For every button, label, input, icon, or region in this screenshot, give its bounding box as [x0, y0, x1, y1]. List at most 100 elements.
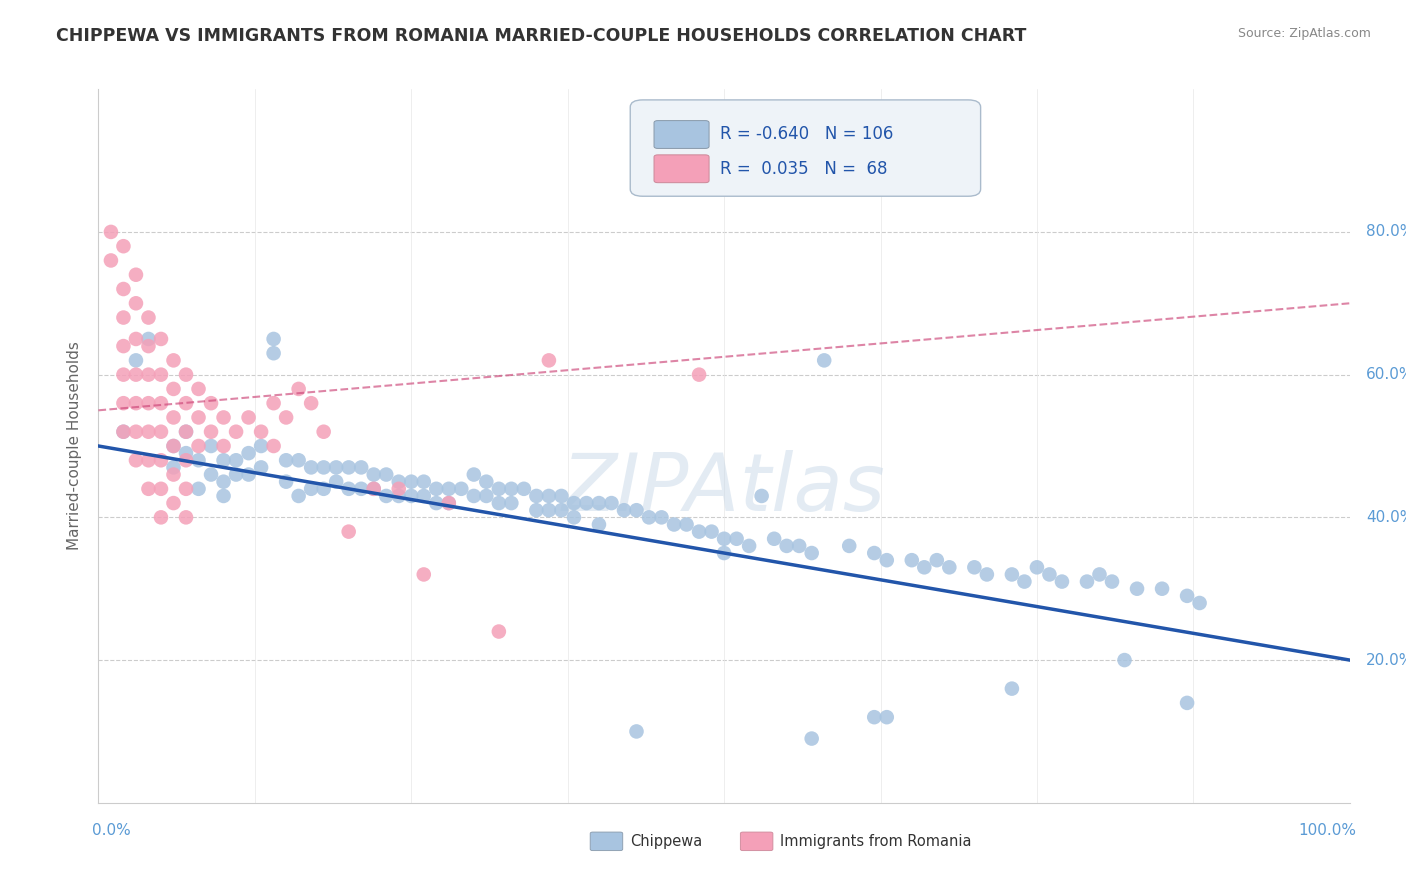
Point: [112, 282, 135, 296]
Point: [125, 332, 148, 346]
Text: 20.0%: 20.0%: [1367, 653, 1406, 667]
Point: [187, 439, 209, 453]
Point: [412, 489, 434, 503]
Point: [876, 553, 898, 567]
Point: [238, 410, 260, 425]
Point: [412, 475, 434, 489]
Point: [1001, 567, 1024, 582]
Text: 80.0%: 80.0%: [1367, 225, 1406, 239]
Point: [626, 503, 648, 517]
Point: [838, 539, 860, 553]
Point: [350, 460, 373, 475]
Point: [1150, 582, 1173, 596]
Point: [1076, 574, 1098, 589]
Point: [125, 453, 148, 467]
Point: [100, 253, 122, 268]
Point: [813, 353, 835, 368]
Point: [138, 332, 160, 346]
Point: [250, 425, 273, 439]
Point: [513, 482, 536, 496]
Point: [138, 453, 160, 467]
Point: [713, 546, 735, 560]
Point: [187, 410, 209, 425]
Point: [263, 439, 285, 453]
Point: [787, 539, 810, 553]
Point: [688, 524, 710, 539]
Point: [713, 532, 735, 546]
Point: [125, 425, 148, 439]
Point: [562, 496, 585, 510]
Point: [162, 439, 184, 453]
Point: [437, 496, 460, 510]
Point: [299, 460, 322, 475]
Point: [312, 460, 335, 475]
Text: Immigrants from Romania: Immigrants from Romania: [780, 834, 972, 849]
Point: [112, 239, 135, 253]
Point: [725, 532, 748, 546]
Point: [174, 396, 197, 410]
Point: [150, 396, 173, 410]
Point: [312, 482, 335, 496]
Point: [350, 482, 373, 496]
Point: [238, 446, 260, 460]
Point: [250, 439, 273, 453]
Point: [925, 553, 948, 567]
Point: [162, 496, 184, 510]
Point: [375, 467, 398, 482]
Point: [150, 425, 173, 439]
Point: [876, 710, 898, 724]
FancyBboxPatch shape: [630, 100, 980, 196]
Point: [537, 489, 560, 503]
Point: [763, 532, 786, 546]
Point: [588, 496, 610, 510]
Point: [938, 560, 960, 574]
Point: [501, 496, 523, 510]
Point: [388, 475, 411, 489]
Point: [200, 425, 222, 439]
Point: [125, 268, 148, 282]
Point: [162, 467, 184, 482]
Point: [150, 332, 173, 346]
Point: [212, 453, 235, 467]
Point: [1175, 589, 1198, 603]
Point: [363, 482, 385, 496]
Point: [138, 482, 160, 496]
Point: [100, 225, 122, 239]
Point: [1126, 582, 1149, 596]
Point: [312, 425, 335, 439]
Text: R =  0.035   N =  68: R = 0.035 N = 68: [720, 161, 887, 178]
Point: [1001, 681, 1024, 696]
Text: CHIPPEWA VS IMMIGRANTS FROM ROMANIA MARRIED-COUPLE HOUSEHOLDS CORRELATION CHART: CHIPPEWA VS IMMIGRANTS FROM ROMANIA MARR…: [56, 27, 1026, 45]
Point: [287, 453, 309, 467]
Point: [401, 475, 423, 489]
Point: [174, 425, 197, 439]
Point: [800, 731, 823, 746]
Point: [112, 368, 135, 382]
Point: [550, 489, 572, 503]
Point: [650, 510, 672, 524]
Point: [263, 332, 285, 346]
Point: [450, 482, 472, 496]
Point: [125, 368, 148, 382]
Point: [174, 510, 197, 524]
Point: [125, 296, 148, 310]
FancyBboxPatch shape: [591, 832, 623, 851]
Point: [1038, 567, 1060, 582]
Point: [550, 503, 572, 517]
Point: [125, 396, 148, 410]
Point: [638, 510, 661, 524]
Point: [425, 496, 447, 510]
Point: [274, 410, 298, 425]
Point: [575, 496, 598, 510]
Point: [863, 710, 886, 724]
Point: [388, 482, 411, 496]
Point: [488, 496, 510, 510]
Point: [174, 446, 197, 460]
Point: [138, 310, 160, 325]
Point: [299, 482, 322, 496]
Point: [800, 546, 823, 560]
Point: [138, 396, 160, 410]
Point: [776, 539, 799, 553]
Point: [325, 460, 347, 475]
Text: 100.0%: 100.0%: [1298, 823, 1355, 838]
